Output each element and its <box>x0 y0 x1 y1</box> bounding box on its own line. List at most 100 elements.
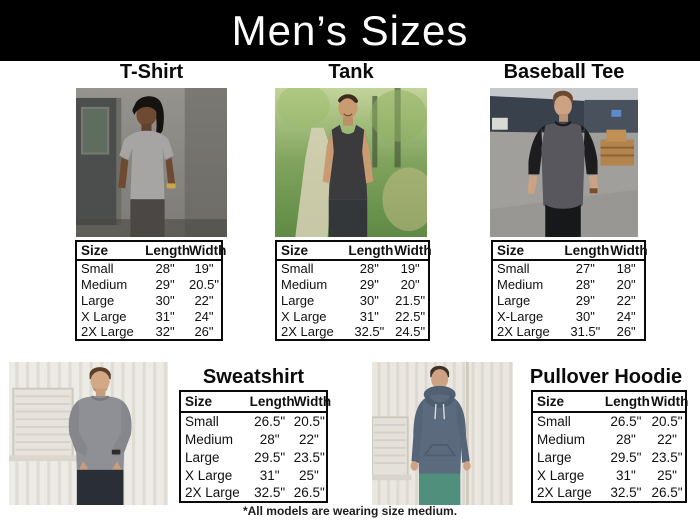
page-title: Men’s Sizes <box>231 6 469 54</box>
size-label: Medium <box>537 431 586 447</box>
column-header-width: Width <box>608 241 648 261</box>
footnote: *All models are wearing size medium. <box>242 504 458 518</box>
size-label: Medium <box>281 276 328 292</box>
width-value: 22.5" <box>395 308 426 324</box>
product-photo-tank <box>275 88 427 237</box>
size-row: 2X Large 32.5" 26.5" <box>180 484 327 502</box>
size-row: X Large 31" 22.5" <box>276 308 429 324</box>
column-header-width: Width <box>291 391 331 413</box>
size-table-header-row: Size Length Width <box>492 241 648 261</box>
product-title-tshirt: T-Shirt <box>119 61 184 83</box>
width-value: 20.5" <box>651 414 683 429</box>
length-value: 29" <box>359 276 379 292</box>
product-photo-sweatshirt <box>9 362 168 505</box>
length-value: 28" <box>616 431 636 447</box>
size-label: Small <box>281 261 314 276</box>
size-label: Small <box>497 261 530 276</box>
column-header-size: Size <box>276 241 347 261</box>
size-table-baseball-tee: Size Length Width Small 27" 18" Medium 28" 20" La… <box>491 240 648 341</box>
length-value: 29" <box>155 276 175 292</box>
length-value: 29.5" <box>610 449 642 465</box>
size-row: Large 29.5" 23.5" <box>532 448 686 466</box>
size-label: Medium <box>497 276 544 292</box>
width-value: 25" <box>657 467 677 483</box>
column-header-width: Width <box>392 241 432 261</box>
photo-illustration-tank <box>275 88 427 237</box>
size-row: Medium 28" 20" <box>492 276 645 292</box>
length-value: 26.5" <box>610 414 642 429</box>
width-value: 20.5" <box>293 414 325 429</box>
size-row: Small 27" 18" <box>492 260 645 276</box>
size-row: Small 28" 19" <box>276 260 429 276</box>
width-value: 25" <box>298 467 319 483</box>
length-value: 31" <box>359 308 379 324</box>
size-label: Large <box>537 449 572 465</box>
size-row: Small 26.5" 20.5" <box>532 412 686 430</box>
size-label: Large <box>81 292 115 308</box>
size-table-header-row: Size Length Width <box>532 391 688 413</box>
size-label: Small <box>537 414 571 429</box>
size-row: Large 29" 22" <box>492 292 645 308</box>
size-label: Large <box>185 449 220 465</box>
width-value: 22" <box>657 431 677 447</box>
length-value: 31" <box>259 467 280 483</box>
size-label: X Large <box>81 308 127 324</box>
size-label: 2X Large <box>185 485 240 500</box>
column-header-size: Size <box>180 391 248 413</box>
column-header-length: Length <box>562 241 610 261</box>
length-value: 30" <box>359 292 379 308</box>
size-table-tank: Size Length Width Small 28" 19" Medium 29" 20" La… <box>275 240 432 341</box>
width-value: 20" <box>400 276 420 292</box>
width-value: 20.5" <box>189 276 219 292</box>
product-photo-pullover-hoodie <box>372 362 513 505</box>
size-label: Small <box>81 261 114 276</box>
size-row: 2X Large 32.5" 26.5" <box>532 484 686 502</box>
size-table-header-row: Size Length Width <box>276 241 432 261</box>
size-label: 2X Large <box>81 324 134 339</box>
product-title-pullover-hoodie: Pullover Hoodie <box>529 366 683 388</box>
size-table-header-row: Size Length Width <box>180 391 331 413</box>
size-row: Large 30" 22" <box>76 292 222 308</box>
size-label: 2X Large <box>537 485 592 500</box>
size-label: Large <box>281 292 315 308</box>
length-value: 26.5" <box>254 414 286 429</box>
size-row: X Large 31" 25" <box>532 466 686 484</box>
width-value: 23.5" <box>651 449 683 465</box>
length-value: 32" <box>155 324 175 339</box>
size-table-pullover-hoodie: Size Length Width Small 26.5" 20.5" Medium 28" 2… <box>531 390 688 503</box>
length-value: 31" <box>616 467 636 483</box>
length-value: 27" <box>575 261 595 276</box>
size-table-header-row: Size Length Width <box>76 241 226 261</box>
header-banner: Men’s Sizes <box>0 0 700 61</box>
size-label: 2X Large <box>281 324 334 339</box>
size-label: Large <box>497 292 531 308</box>
width-value: 22" <box>194 292 214 308</box>
column-header-size: Size <box>76 241 144 261</box>
size-label: Small <box>185 414 219 429</box>
width-value: 26.5" <box>651 485 683 500</box>
product-photo-tshirt <box>76 88 227 237</box>
size-row: Medium 29" 20" <box>276 276 429 292</box>
size-row: Medium 28" 22" <box>532 430 686 448</box>
length-value: 28" <box>155 261 175 276</box>
length-value: 29.5" <box>254 449 286 465</box>
length-value: 28" <box>359 261 379 276</box>
width-value: 24.5" <box>395 324 426 339</box>
size-row: X Large 31" 25" <box>180 466 327 484</box>
product-title-sweatshirt: Sweatshirt <box>202 366 305 388</box>
size-label: X Large <box>537 467 585 483</box>
column-header-length: Length <box>247 391 295 413</box>
width-value: 20" <box>616 276 636 292</box>
photo-illustration-sweatshirt <box>9 362 168 505</box>
width-value: 24" <box>194 308 214 324</box>
size-row: X Large 31" 24" <box>76 308 222 324</box>
length-value: 32.5" <box>610 485 642 500</box>
size-row: 2X Large 31.5" 26" <box>492 324 645 340</box>
column-header-length: Length <box>602 391 650 413</box>
length-value: 32.5" <box>254 485 286 500</box>
size-label: X Large <box>281 308 327 324</box>
size-table-sweatshirt: Size Length Width Small 26.5" 20.5" Medium 28" 2… <box>179 390 331 503</box>
width-value: 26" <box>194 324 214 339</box>
size-label: Medium <box>185 431 234 447</box>
photo-illustration-pullover-hoodie <box>372 362 513 505</box>
